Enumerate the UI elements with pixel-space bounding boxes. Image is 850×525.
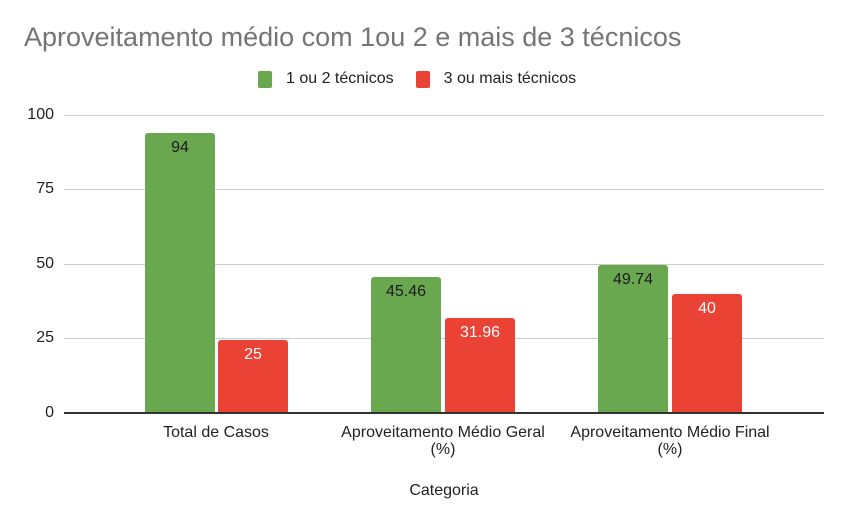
y-tick-50: 50 [36,255,54,272]
x-category-line: Aproveitamento Médio Geral [341,424,545,441]
data-label: 49.74 [612,271,654,288]
data-label: 94 [171,139,189,156]
bar-geral-1-ou-2[interactable]: 45.46 [371,277,441,413]
data-label: 45.46 [385,283,427,300]
x-category-total-casos: Total de Casos [101,424,331,441]
x-axis-title: Categoria [409,482,479,499]
x-category-line: (%) [657,441,683,458]
x-category-line: (%) [430,441,456,458]
x-category-final: Aproveitamento Médio Final (%) [555,424,785,458]
bar-final-1-ou-2[interactable]: 49.74 [598,265,668,413]
gridline-100 [64,115,824,116]
gridline-50 [64,264,824,265]
y-tick-100: 100 [27,106,54,123]
legend-swatch-red-icon [415,70,430,88]
x-category-geral: Aproveitamento Médio Geral (%) [328,424,558,458]
data-label: 25 [244,346,262,363]
y-tick-0: 0 [45,404,54,421]
bar-total-casos-3-ou-mais[interactable]: 25 [218,340,288,413]
chart-title: Aproveitamento médio com 1ou 2 e mais de… [24,22,682,52]
chart-legend: 1 ou 2 técnicos 3 ou mais técnicos [258,70,598,88]
legend-swatch-green-icon [258,70,272,88]
gridline-25 [64,338,824,339]
bar-final-3-ou-mais[interactable]: 40 [672,294,742,413]
y-tick-25: 25 [36,329,54,346]
gridline-75 [64,189,824,190]
legend-item-1-ou-2-tecnicos[interactable]: 1 ou 2 técnicos [258,70,394,88]
legend-label: 1 ou 2 técnicos [286,70,394,87]
x-category-line: Total de Casos [163,424,269,441]
x-category-line: Aproveitamento Médio Final [570,424,770,441]
data-label: 40 [698,300,716,317]
y-tick-75: 75 [36,180,54,197]
bar-total-casos-1-ou-2[interactable]: 94 [145,133,215,413]
legend-item-3-ou-mais-tecnicos[interactable]: 3 ou mais técnicos [415,70,577,88]
legend-label: 3 ou mais técnicos [443,70,577,87]
bar-geral-3-ou-mais[interactable]: 31.96 [445,318,515,413]
x-axis-line [64,412,824,414]
data-label: 31.96 [459,324,501,341]
